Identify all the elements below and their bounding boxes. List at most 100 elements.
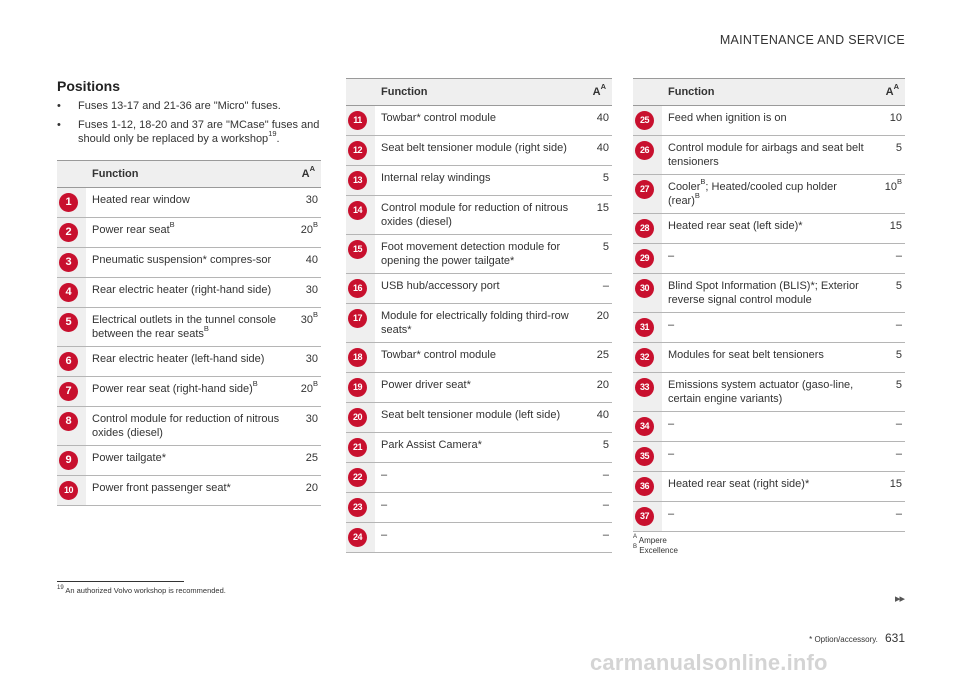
fuse-function-cell: – bbox=[662, 441, 872, 472]
table-row: 3 Pneumatic suspension* compres-sor 40 bbox=[57, 247, 321, 278]
fuse-number-cell: 20 bbox=[346, 402, 375, 433]
function-text: Blind Spot Information (BLIS)*; Exterior… bbox=[668, 280, 859, 306]
function-text: Control module for airbags and seat belt… bbox=[668, 142, 864, 168]
fuse-number-cell: 21 bbox=[346, 432, 375, 463]
fuse-function-cell: Power front passenger seat* bbox=[86, 475, 288, 506]
fuse-ampere-cell: 5 bbox=[872, 135, 905, 175]
header-ampere-text: A bbox=[885, 86, 894, 98]
ampere-value: 25 bbox=[596, 349, 609, 361]
fuse-function-cell: USB hub/accessory port bbox=[375, 273, 579, 304]
bullet-text: Fuses 1-12, 18-20 and 37 are "MCase" fus… bbox=[78, 119, 320, 145]
table-row: 37 – – bbox=[633, 501, 905, 532]
header-ampere-text: A bbox=[592, 86, 601, 98]
ampere-value: 40 bbox=[596, 142, 609, 154]
ampere-value: 5 bbox=[602, 241, 609, 253]
fuse-number-badge: 7 bbox=[59, 382, 78, 401]
function-text: – bbox=[381, 529, 388, 541]
watermark-logo: carmanualsonline.info bbox=[590, 650, 828, 675]
ampere-value: 5 bbox=[895, 280, 902, 292]
table-row: 18 Towbar* control module 25 bbox=[346, 342, 612, 373]
fuse-number-badge: 29 bbox=[635, 249, 654, 268]
header-function: Function bbox=[86, 160, 288, 188]
fuse-function-cell: – bbox=[375, 492, 579, 523]
ampere-value: 10 bbox=[884, 181, 897, 193]
fuse-function-cell: Control module for reduction of nitrous … bbox=[86, 406, 288, 446]
fuse-function-cell: Heated rear window bbox=[86, 187, 288, 218]
fuse-number-cell: 9 bbox=[57, 445, 86, 476]
header-ampere: AA bbox=[872, 78, 905, 106]
fuse-number-badge: 26 bbox=[635, 141, 654, 160]
note-key: A bbox=[633, 534, 638, 541]
note-key: B bbox=[633, 543, 638, 550]
function-text: Seat belt tensioner module (right side) bbox=[381, 142, 567, 154]
header-ampere: AA bbox=[579, 78, 612, 106]
table-row: 30 Blind Spot Information (BLIS)*; Exteri… bbox=[633, 273, 905, 313]
function-sup: B bbox=[252, 379, 258, 389]
header-ampere-sup: A bbox=[893, 82, 899, 92]
function-text: Towbar* control module bbox=[381, 112, 496, 124]
function-text: Cooler bbox=[668, 181, 701, 193]
ampere-value: – bbox=[602, 469, 609, 481]
fuse-ampere-cell: – bbox=[872, 411, 905, 442]
note-text: Excellence bbox=[639, 545, 678, 555]
column-2: Function AA 11 Towbar* control module 40 12 Se… bbox=[346, 78, 612, 553]
ampere-value: 5 bbox=[602, 439, 609, 451]
ampere-sup: B bbox=[312, 310, 318, 320]
fuse-ampere-cell: – bbox=[872, 441, 905, 472]
ampere-value: – bbox=[895, 448, 902, 460]
fuse-number-cell: 11 bbox=[346, 105, 375, 136]
fuse-number-badge: 30 bbox=[635, 279, 654, 298]
bullet-tail: . bbox=[276, 133, 280, 145]
fuse-ampere-cell: – bbox=[579, 273, 612, 304]
fuse-ampere-cell: 5 bbox=[872, 372, 905, 412]
table-row: 7 Power rear seat (right-hand side)B 20B bbox=[57, 376, 321, 407]
function-text: Rear electric heater (left-hand side) bbox=[92, 353, 265, 365]
fuse-table-3: Function AA 25 Feed when ignition is on 10 26… bbox=[633, 78, 905, 532]
function-text: Power rear seat (right-hand side) bbox=[92, 383, 253, 395]
fuse-ampere-cell: – bbox=[579, 462, 612, 493]
table-note: A Ampere bbox=[633, 534, 905, 546]
next-page-arrows-icon[interactable]: ▸▸ bbox=[894, 593, 905, 605]
fuse-number-cell: 10 bbox=[57, 475, 86, 506]
table-row: 32 Modules for seat belt tensioners 5 bbox=[633, 342, 905, 373]
header-ampere-text: A bbox=[301, 168, 310, 180]
function-sup: B bbox=[203, 324, 209, 334]
fuse-number-badge: 31 bbox=[635, 318, 654, 337]
fuse-function-cell: – bbox=[662, 411, 872, 442]
fuse-number-cell: 14 bbox=[346, 195, 375, 235]
function-text: Internal relay windings bbox=[381, 172, 491, 184]
function-text: Heated rear seat (right side)* bbox=[668, 478, 810, 490]
fuse-number-badge: 10 bbox=[59, 481, 78, 500]
fuse-ampere-cell: 5 bbox=[579, 432, 612, 463]
fuse-function-cell: Blind Spot Information (BLIS)*; Exterior… bbox=[662, 273, 872, 313]
fuse-ampere-cell: 30 bbox=[288, 406, 321, 446]
fuse-function-cell: Emissions system actuator (gaso-line, ce… bbox=[662, 372, 872, 412]
fuse-ampere-cell: 5 bbox=[872, 273, 905, 313]
table-row: 17 Module for electrically folding third-… bbox=[346, 303, 612, 343]
fuse-number-badge: 36 bbox=[635, 477, 654, 496]
footnote-ref: 19 bbox=[268, 129, 277, 139]
table-row: 19 Power driver seat* 20 bbox=[346, 372, 612, 403]
fuse-number-badge: 4 bbox=[59, 283, 78, 302]
table-row: 21 Park Assist Camera* 5 bbox=[346, 432, 612, 463]
fuse-number-cell: 1 bbox=[57, 187, 86, 218]
function-text: Power driver seat* bbox=[381, 379, 471, 391]
function-text: Power rear seat bbox=[92, 224, 170, 236]
table-note: B Excellence bbox=[633, 543, 905, 556]
function-text: – bbox=[668, 250, 675, 262]
header-function: Function bbox=[662, 78, 872, 106]
fuse-number-badge: 2 bbox=[59, 223, 78, 242]
fuse-ampere-cell: – bbox=[872, 312, 905, 343]
fuse-ampere-cell: 5 bbox=[579, 234, 612, 274]
fuse-number-cell: 24 bbox=[346, 522, 375, 553]
table-row: 10 Power front passenger seat* 20 bbox=[57, 475, 321, 506]
fuse-number-cell: 18 bbox=[346, 342, 375, 373]
page-footer: * Option/accessory. 631 bbox=[809, 631, 905, 645]
fuse-number-cell: 15 bbox=[346, 234, 375, 274]
fuse-ampere-cell: 30 bbox=[288, 187, 321, 218]
table-notes: A Ampere B Excellence bbox=[633, 534, 905, 556]
ampere-value: 10 bbox=[889, 112, 902, 124]
table-row: 25 Feed when ignition is on 10 bbox=[633, 105, 905, 136]
table-row: 11 Towbar* control module 40 bbox=[346, 105, 612, 136]
fuse-ampere-cell: 15 bbox=[872, 471, 905, 502]
